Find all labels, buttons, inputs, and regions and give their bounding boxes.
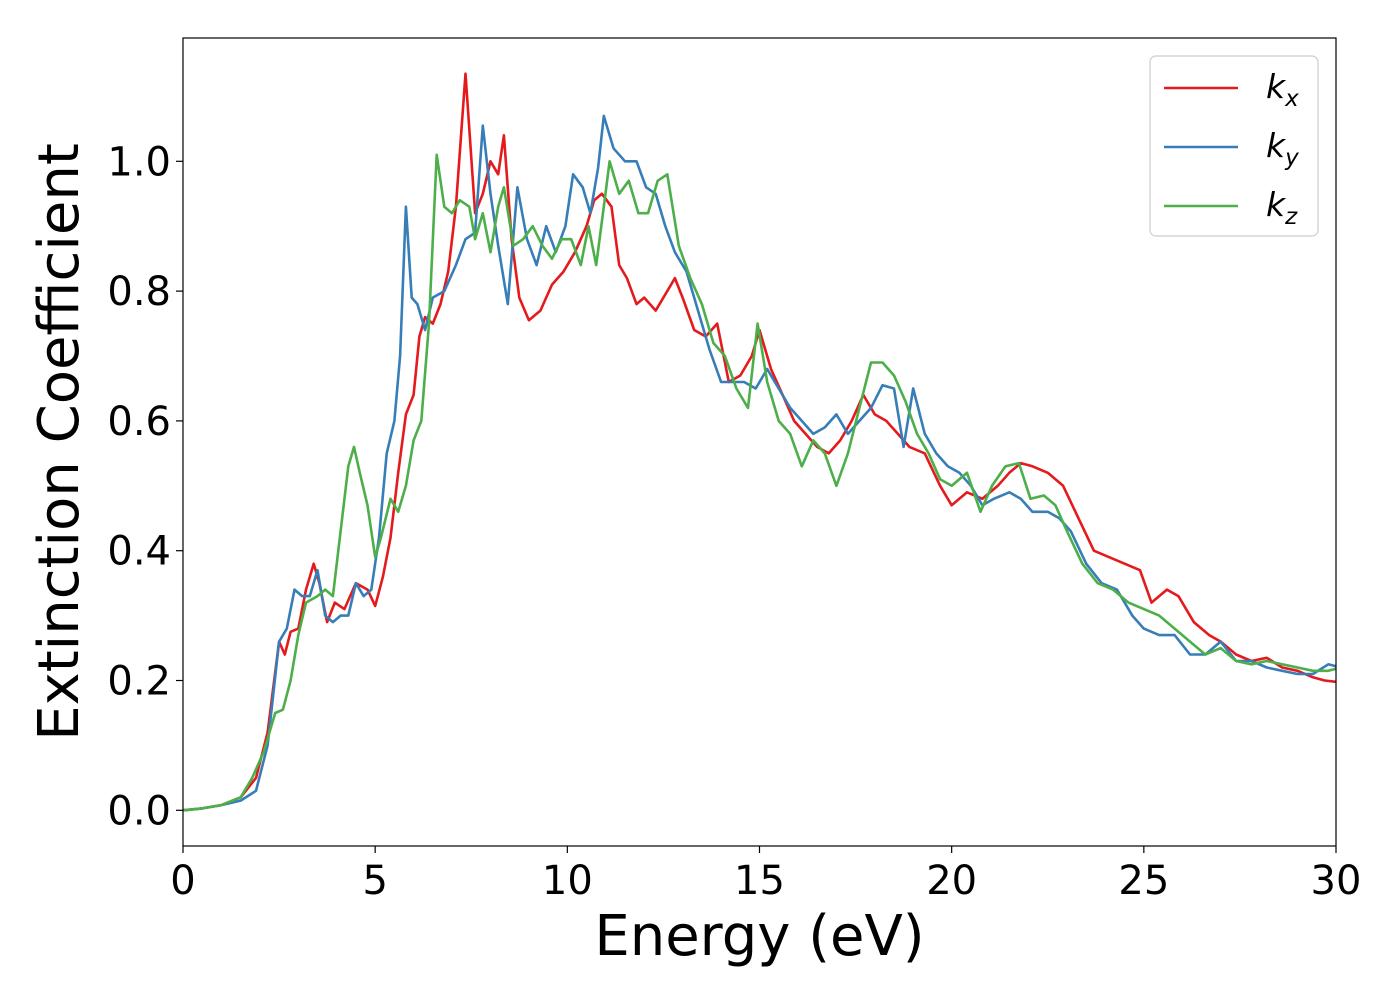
x-tick-label: 30: [1311, 858, 1362, 904]
x-tick-label: 0: [170, 858, 195, 904]
x-axis-ticks: 0 5 10 15 20 25 30: [170, 846, 1361, 904]
series-line-kz: [182, 153, 1337, 812]
legend-label-ky: ky: [1266, 126, 1299, 171]
series-line-ky: [182, 114, 1337, 812]
x-axis-title: Energy (eV): [594, 904, 924, 969]
x-tick-label: 15: [734, 858, 785, 904]
legend-label-kx: kx: [1266, 67, 1299, 112]
legend-label-kz: kz: [1266, 185, 1298, 230]
y-axis-ticks: 0.0 0.2 0.4 0.6 0.8 1.0: [107, 139, 183, 834]
y-tick-label: 0.2: [107, 659, 171, 705]
x-tick-label: 20: [926, 858, 977, 904]
y-tick-label: 0.0: [107, 788, 171, 834]
y-tick-label: 1.0: [107, 139, 171, 185]
legend: kx ky kz: [1149, 55, 1319, 237]
y-tick-label: 0.4: [107, 529, 171, 575]
y-axis-title: Extinction Coefficient: [27, 143, 92, 741]
x-tick-label: 5: [362, 858, 387, 904]
series-lines: [182, 72, 1337, 812]
x-tick-label: 10: [542, 858, 593, 904]
y-tick-label: 0.8: [107, 269, 171, 315]
series-line-kx: [182, 72, 1337, 812]
x-tick-label: 25: [1118, 858, 1169, 904]
y-tick-label: 0.6: [107, 399, 171, 445]
